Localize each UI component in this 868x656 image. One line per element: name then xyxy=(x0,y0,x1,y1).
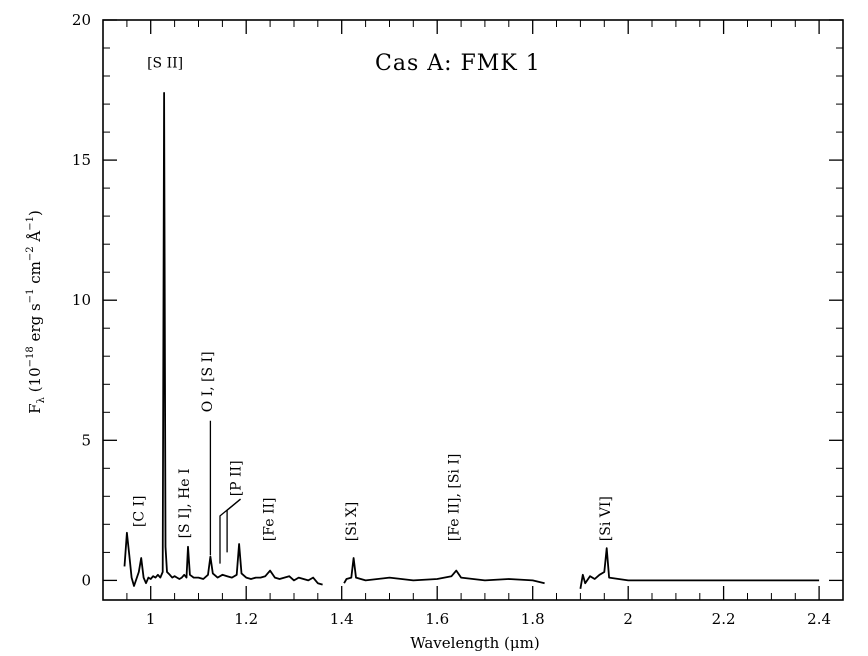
x-axis-label: Wavelength (μm) xyxy=(410,634,539,652)
annotation-leaders xyxy=(209,420,241,564)
line-label-si-hei: [S I], He I xyxy=(177,469,193,539)
chart-title: Cas A: FMK 1 xyxy=(375,51,541,76)
line-label-six: [Si X] xyxy=(344,502,360,541)
y-tick-label: 10 xyxy=(72,291,91,309)
leader-line-pii-line-b xyxy=(219,498,241,564)
line-label-oi-si: O I, [S I] xyxy=(200,351,216,412)
x-tick-label: 1.6 xyxy=(425,610,449,628)
line-label-pii: [P II] xyxy=(229,460,245,496)
y-tick-label: 20 xyxy=(72,11,91,29)
spectrum-series xyxy=(123,92,820,589)
y-label-cm: cm xyxy=(26,261,44,284)
plot-frame xyxy=(102,19,844,601)
spectrum-segment xyxy=(123,92,323,587)
line-annotations: [C I] [S II] [S I], He I O I, [S I] [P II] [F… xyxy=(132,56,614,542)
spectrum-segment xyxy=(579,547,820,589)
y-label-exp1: −18 xyxy=(25,346,36,367)
y-label-exp4: −1 xyxy=(25,216,36,231)
y-tick-label: 15 xyxy=(72,151,91,169)
x-tick-label: 2 xyxy=(623,610,633,628)
y-tick-labels: 0 5 10 15 20 xyxy=(72,11,91,589)
y-label-ang: Å xyxy=(26,231,44,243)
line-label-feii: [Fe II] xyxy=(261,498,277,542)
y-label-exp2: −1 xyxy=(25,289,36,304)
axis-ticks xyxy=(102,19,844,600)
y-label-open: (10 xyxy=(26,367,44,392)
y-tick-label: 0 xyxy=(81,571,91,589)
y-label-close: ) xyxy=(26,210,44,216)
spectrum-segment xyxy=(343,557,545,585)
x-tick-labels: 1 1.2 1.4 1.6 1.8 2 2.2 2.4 xyxy=(146,610,831,628)
x-tick-label: 1.2 xyxy=(234,610,258,628)
y-label-sub: λ xyxy=(36,396,47,403)
y-tick-label: 5 xyxy=(81,431,91,449)
line-label-feii-sii: [Fe II], [Si I] xyxy=(447,454,463,542)
line-label-ci: [C I] xyxy=(132,495,148,527)
y-label-f: F xyxy=(26,403,44,413)
x-tick-label: 1.4 xyxy=(330,610,354,628)
x-tick-label: 1.8 xyxy=(521,610,545,628)
line-label-sivi: [Si VI] xyxy=(598,496,614,541)
y-label-erg: erg s xyxy=(26,303,44,341)
line-label-sii: [S II] xyxy=(147,56,183,72)
x-tick-label: 2.4 xyxy=(807,610,831,628)
y-label-exp3: −2 xyxy=(25,246,36,261)
y-axis-label: Fλ (10−18 erg s−1 cm−2 Å−1) xyxy=(25,210,47,414)
x-tick-label: 2.2 xyxy=(712,610,736,628)
x-tick-label: 1 xyxy=(146,610,156,628)
